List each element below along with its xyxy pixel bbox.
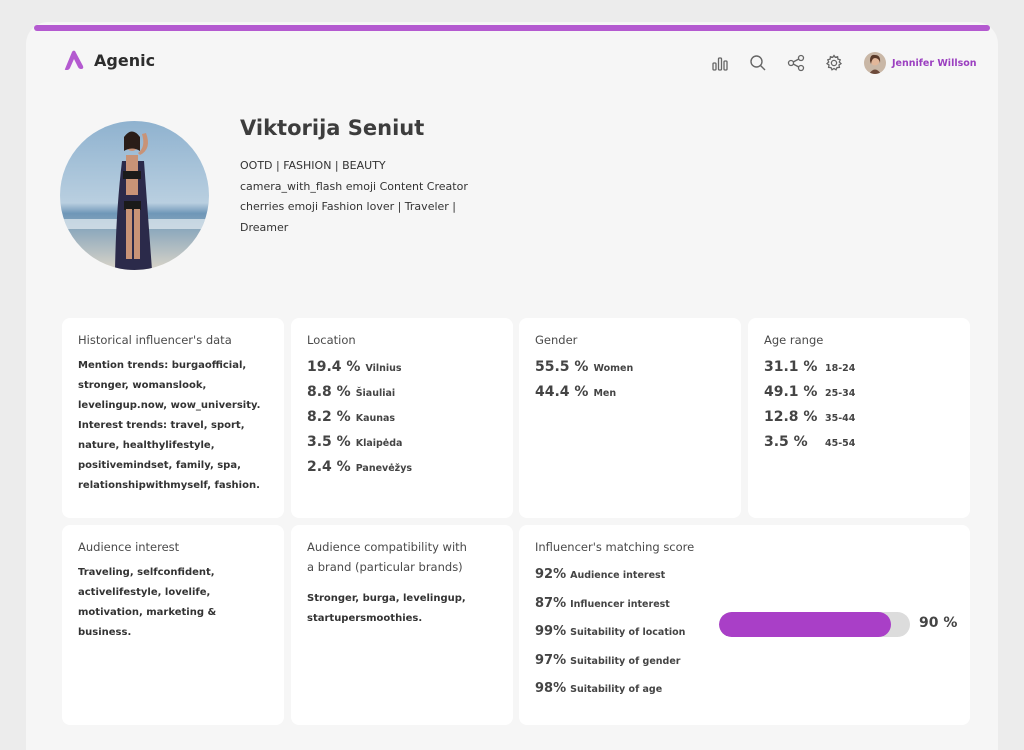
compatibility-text: Stronger, burga, levelingup, startupersm… (307, 593, 466, 624)
stat-label: 35-44 (825, 413, 856, 424)
stat-label: Šiauliai (355, 388, 396, 399)
score-value: 99% (535, 624, 567, 639)
stat-label: Kaunas (355, 413, 396, 424)
stat-label: Men (593, 388, 617, 399)
stat-value: 3.5 % (764, 434, 808, 450)
score-label: Audience interest (570, 570, 666, 581)
stat-value: 8.8 % (307, 384, 351, 400)
stat-label: Panevėžys (355, 463, 413, 474)
profile-photo (60, 121, 209, 270)
gender-row: 55.5 % Women (535, 359, 725, 375)
stat-label: 18-24 (825, 363, 856, 374)
score-label: Suitability of location (570, 627, 686, 638)
bio-line: OOTD | FASHION | BEAUTY (240, 159, 386, 172)
top-accent-bar (34, 25, 990, 31)
historical-text: Mention trends: burgaofficial, stronger,… (78, 360, 261, 491)
app-name: Agenic (94, 50, 156, 70)
score-list: 92% Audience interest 87% Influencer inter… (535, 567, 954, 710)
score-label: Suitability of gender (570, 655, 681, 667)
search-icon[interactable] (748, 53, 768, 73)
card-title: Location (307, 333, 356, 347)
location-card: Location 19.4 % Vilnius 8.8 % Šiauliai 8.2… (291, 318, 513, 518)
profile-name: Viktorija Seniut (240, 116, 425, 140)
age-row: 49.1 % 25-34 (764, 384, 954, 400)
gender-card: Gender 55.5 % Women 44.4 % Men (519, 318, 741, 518)
score-row: 92% Audience interest (535, 567, 954, 596)
card-title: Historical influencer's data (78, 333, 232, 347)
bio-line: Dreamer (240, 220, 289, 234)
card-title: Audience compatibility with a brand (par… (307, 540, 467, 574)
stat-value: 19.4 % (307, 359, 361, 375)
location-row: 8.8 % Šiauliai (307, 384, 497, 400)
score-row: 98% Suitability of age (535, 681, 954, 710)
stat-value: 8.2 % (307, 409, 351, 425)
app-logo[interactable]: Agenic (62, 48, 155, 72)
bio-line: cherries emoji Fashion lover | Traveler … (240, 200, 457, 213)
score-row: 99% Suitability of location (535, 624, 954, 653)
brand-compatibility-card: Audience compatibility with a brand (par… (291, 525, 513, 725)
audience-interest-card: Audience interest Traveling, selfconfide… (62, 525, 284, 725)
overall-score-bar (719, 612, 910, 637)
location-row: 2.4 % Panevėžys (307, 459, 497, 475)
top-nav (710, 53, 844, 73)
card-title: Gender (535, 333, 578, 347)
avatar (864, 52, 886, 74)
bar-chart-icon[interactable] (710, 53, 730, 73)
stat-value: 31.1 % (764, 359, 818, 375)
stat-label: Klaipėda (355, 438, 403, 449)
user-name: Jennifer Willson (892, 57, 977, 69)
stat-label: Vilnius (365, 363, 402, 374)
location-row: 3.5 % Klaipėda (307, 434, 497, 450)
stat-value: 55.5 % (535, 359, 589, 375)
gear-icon[interactable] (824, 53, 844, 73)
age-row: 12.8 % 35-44 (764, 409, 954, 425)
stat-label: 25-34 (825, 388, 856, 399)
stat-label: 45-54 (825, 438, 856, 449)
matching-score-card: Influencer's matching score 92% Audience … (519, 525, 970, 725)
user-menu[interactable]: Jennifer Willson (864, 52, 977, 74)
card-title: Age range (764, 333, 824, 347)
bio-line: camera_with_flash emoji Content Creator (240, 179, 468, 193)
stat-value: 2.4 % (307, 459, 351, 475)
stat-value: 12.8 % (764, 409, 818, 425)
age-row: 3.5 % 45-54 (764, 434, 954, 450)
share-icon[interactable] (786, 53, 806, 73)
stat-value: 3.5 % (307, 434, 351, 450)
historical-data-card: Historical influencer's data Mention tre… (62, 318, 284, 518)
card-title: Audience interest (78, 540, 180, 554)
agenic-logo-icon (64, 50, 84, 70)
age-range-card: Age range 31.1 % 18-24 49.1 % 25-34 12.8 %… (748, 318, 970, 518)
score-value: 98% (535, 681, 567, 696)
score-value: 97% (535, 652, 567, 668)
overall-score-label: 90 % (919, 615, 958, 631)
overall-score-fill (719, 612, 891, 637)
score-row: 97% Suitability of gender (535, 653, 954, 682)
score-row: 87% Influencer interest (535, 596, 954, 625)
age-row: 31.1 % 18-24 (764, 359, 954, 375)
location-row: 19.4 % Vilnius (307, 359, 497, 375)
score-label: Influencer interest (570, 598, 670, 610)
gender-row: 44.4 % Men (535, 384, 725, 400)
audience-interest-text: Traveling, selfconfident, activelifestyl… (78, 567, 217, 638)
card-title: Influencer's matching score (535, 540, 695, 554)
profile-bio: OOTD | FASHION | BEAUTY camera_with_flas… (240, 156, 500, 238)
location-row: 8.2 % Kaunas (307, 409, 497, 425)
stat-label: Women (593, 363, 634, 374)
stat-value: 44.4 % (535, 384, 589, 400)
score-value: 87% (535, 595, 567, 611)
score-value: 92% (535, 567, 567, 582)
score-label: Suitability of age (570, 684, 663, 695)
stat-value: 49.1 % (764, 384, 818, 400)
